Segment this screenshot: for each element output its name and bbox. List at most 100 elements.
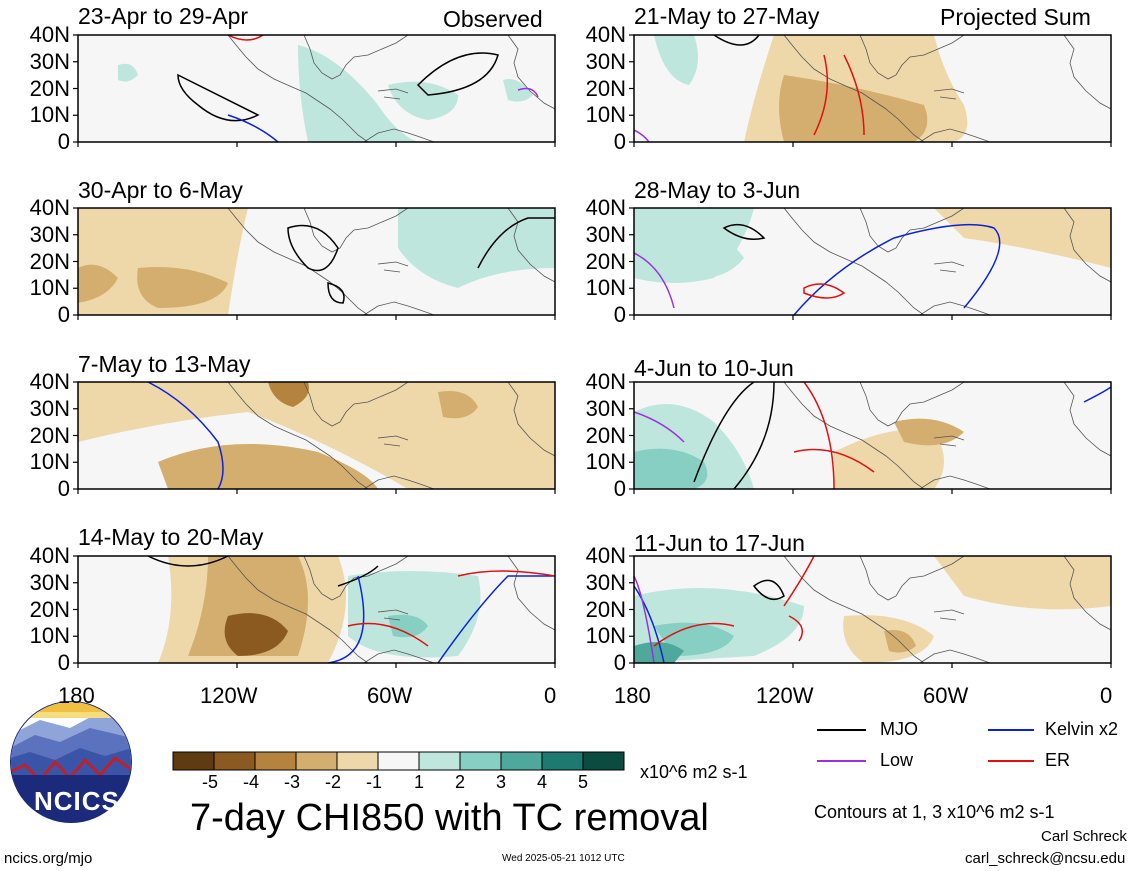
wave-contour: [147, 556, 229, 567]
colorbar-label: 4: [537, 772, 548, 792]
colorbar-label: 1: [414, 772, 425, 792]
anomaly-fill: [674, 235, 744, 279]
colorbar-swatch: [213, 751, 256, 771]
y-tick-label: 0: [613, 302, 626, 327]
anomaly-fill: [268, 382, 309, 407]
panel-title: 7-May to 13-May: [78, 351, 251, 377]
panel-title: 23-Apr to 29-Apr: [78, 3, 249, 29]
map-panel: [629, 555, 1112, 668]
wave-contour: [793, 448, 875, 473]
wave-contour: [477, 217, 555, 269]
projected-tag: Projected Sum: [940, 4, 1091, 30]
y-tick-label: 10N: [585, 275, 626, 301]
wave-contour: [634, 252, 675, 309]
wave-contour: [634, 575, 655, 663]
coastline: [303, 556, 409, 601]
wave-contour: [653, 622, 735, 647]
coastline: [859, 382, 965, 427]
footer-timestamp: Wed 2025-05-21 1012 UTC: [502, 853, 625, 864]
y-tick-label: 10N: [585, 623, 626, 649]
coastline: [227, 556, 369, 663]
wave-contour: [783, 556, 815, 607]
legend: [817, 729, 1034, 762]
panel-title: 21-May to 27-May: [634, 3, 820, 29]
coastline: [363, 301, 435, 315]
y-tick-label: 20N: [29, 75, 70, 101]
coastline: [377, 435, 409, 447]
anomaly-fill: [934, 208, 1111, 268]
y-tick-label: 40N: [29, 22, 70, 47]
coastline: [363, 475, 435, 489]
wave-contour: [287, 224, 339, 272]
colorbar-label: -4: [243, 772, 260, 792]
logo-text: NCICS: [34, 786, 120, 816]
colorbar-label: -5: [202, 772, 219, 792]
y-tick-label: 40N: [585, 22, 626, 47]
wave-contour: [1083, 386, 1111, 403]
x-tick-label: 0: [544, 683, 557, 708]
colorbar-swatch: [336, 751, 379, 771]
coastline: [1063, 35, 1111, 110]
wave-contour: [437, 575, 555, 663]
footer-author: Carl Schreck: [1041, 828, 1127, 845]
wave-contour: [327, 575, 365, 663]
y-tick-label: 30N: [585, 569, 626, 595]
colorbar-label: 3: [496, 772, 507, 792]
wave-contour: [722, 223, 766, 240]
wave-contour: [634, 585, 665, 663]
coastline: [377, 609, 409, 621]
colorbar-label: 2: [455, 772, 466, 792]
y-tick-label: 30N: [29, 221, 70, 247]
coastline: [303, 382, 409, 427]
map-panel: [629, 207, 1112, 320]
wave-contour: [713, 35, 760, 46]
main-title: 7-day CHI850 with TC removal: [190, 797, 709, 839]
x-tick-label: 180: [58, 683, 95, 708]
anomaly-fill: [884, 630, 916, 653]
coastline: [919, 475, 991, 489]
y-tick-label: 20N: [585, 596, 626, 622]
coastline: [933, 88, 965, 100]
colorbar-swatch: [418, 751, 461, 771]
legend-label: Kelvin x2: [1045, 719, 1119, 739]
y-tick-label: 40N: [585, 195, 626, 220]
coastline: [933, 609, 965, 621]
map-panel: [73, 34, 556, 147]
coastline: [507, 35, 555, 110]
anomaly-fill: [779, 75, 928, 142]
anomaly-fill: [158, 444, 378, 489]
footer-email[interactable]: carl_schreck@ncsu.edu: [965, 850, 1126, 867]
anomaly-fill: [298, 45, 418, 142]
coastline: [363, 649, 435, 663]
wave-contour: [693, 382, 755, 483]
y-tick-label: 0: [613, 476, 626, 501]
y-tick-label: 30N: [29, 569, 70, 595]
colorbar-swatch: [541, 751, 584, 771]
footer-url[interactable]: ncics.org/mjo: [4, 850, 93, 867]
y-tick-label: 10N: [585, 449, 626, 475]
anomaly-fill: [654, 35, 698, 85]
coastline: [377, 88, 409, 100]
coastline: [303, 35, 409, 80]
wave-contour: [347, 622, 429, 647]
coastline: [783, 35, 925, 142]
observed-tag: Observed: [443, 6, 543, 32]
coastline: [859, 556, 965, 601]
y-tick-label: 20N: [29, 596, 70, 622]
x-tick-label: 60W: [923, 683, 969, 708]
colorbar-swatch: [582, 751, 625, 771]
panel-title: 28-May to 3-Jun: [634, 177, 801, 203]
coastline: [933, 261, 965, 273]
coastline: [919, 301, 991, 315]
legend-label: Low: [880, 750, 914, 770]
y-tick-label: 10N: [29, 275, 70, 301]
coastline: [303, 208, 409, 253]
coastline: [783, 208, 925, 315]
y-tick-label: 40N: [29, 543, 70, 568]
colorbar-units: x10^6 m2 s-1: [640, 762, 748, 782]
x-tick-label: 120W: [756, 683, 814, 708]
anomaly-fill: [503, 79, 533, 102]
anomaly-fill: [78, 264, 118, 303]
panel-title: 14-May to 20-May: [78, 524, 264, 550]
colorbar-label: -2: [325, 772, 342, 792]
